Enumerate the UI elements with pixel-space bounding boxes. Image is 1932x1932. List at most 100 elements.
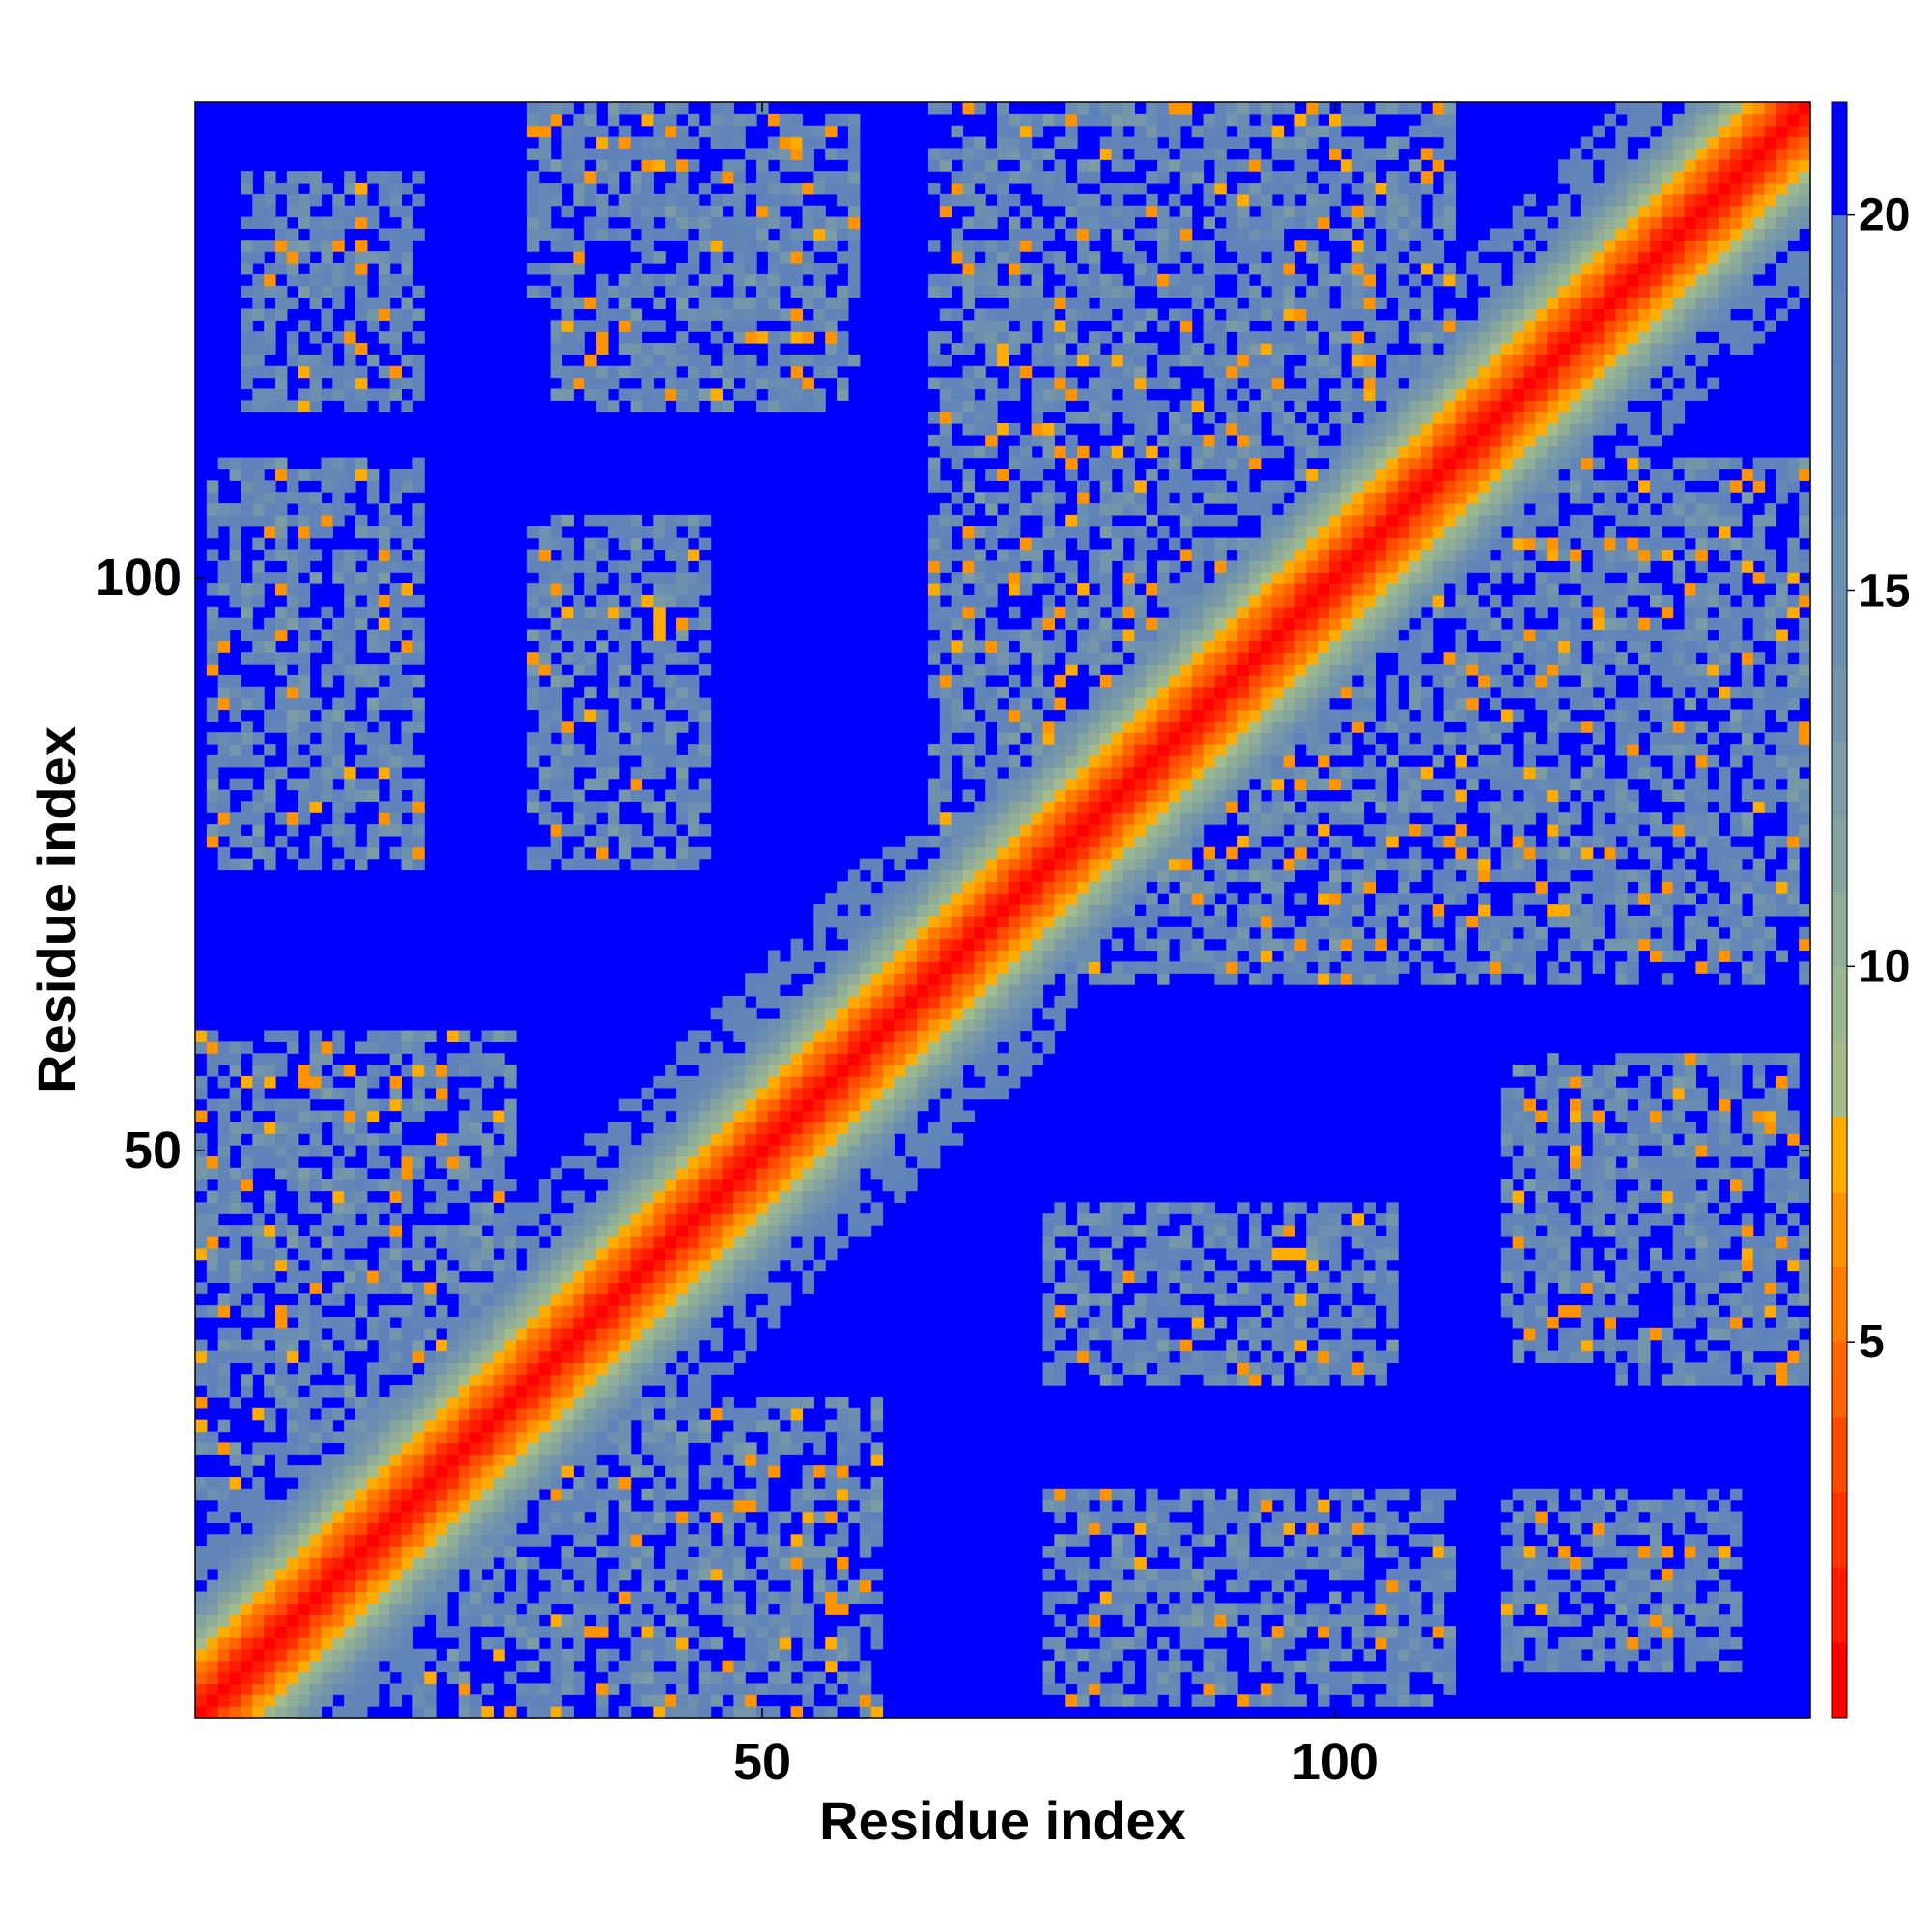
heatmap-cell	[378, 503, 391, 516]
heatmap-cell	[550, 1465, 563, 1478]
heatmap-cell	[229, 697, 242, 711]
heatmap-cell	[951, 858, 964, 871]
heatmap-cell	[561, 1522, 574, 1535]
heatmap-cell	[859, 1671, 872, 1685]
heatmap-cell	[538, 1305, 552, 1318]
heatmap-cell	[412, 1030, 425, 1042]
heatmap-cell	[767, 285, 781, 298]
heatmap-cell	[917, 893, 929, 905]
heatmap-cell	[687, 1041, 700, 1054]
heatmap-cell	[939, 423, 952, 436]
heatmap-cell	[665, 744, 677, 756]
heatmap-cell	[1042, 617, 1055, 631]
heatmap-cell	[458, 1362, 471, 1375]
heatmap-cell	[745, 354, 757, 367]
heatmap-cell	[436, 1556, 448, 1570]
heatmap-cell	[596, 1442, 609, 1455]
heatmap-cell	[847, 869, 861, 882]
heatmap-cell	[573, 1648, 585, 1662]
heatmap-cell	[1031, 926, 1044, 940]
heatmap-cell	[779, 1087, 792, 1100]
heatmap-cell	[550, 1327, 563, 1341]
heatmap-cell	[618, 125, 632, 138]
heatmap-cell	[939, 1075, 952, 1089]
heatmap-cell	[951, 835, 964, 848]
heatmap-cell	[1008, 904, 1021, 917]
heatmap-cell	[561, 1190, 574, 1203]
heatmap-cell	[745, 1225, 757, 1237]
heatmap-cell	[779, 1236, 792, 1249]
heatmap-cell	[607, 560, 620, 573]
heatmap-cell	[927, 457, 941, 470]
heatmap-cell	[252, 1499, 265, 1513]
heatmap-cell	[882, 1167, 895, 1180]
heatmap-cell	[538, 1179, 552, 1192]
heatmap-cell	[584, 1591, 597, 1605]
heatmap-cell	[344, 617, 356, 631]
heatmap-cell	[997, 744, 1009, 756]
heatmap-cell	[275, 492, 288, 504]
heatmap-cell	[962, 537, 975, 551]
heatmap-cell	[344, 721, 356, 733]
heatmap-cell	[653, 1591, 666, 1605]
heatmap-cell	[412, 1327, 425, 1341]
heatmap-cell	[676, 1442, 689, 1455]
heatmap-cell	[698, 1419, 712, 1433]
heatmap-cell	[1019, 744, 1033, 756]
heatmap-cell	[298, 1167, 311, 1180]
heatmap-cell	[607, 377, 620, 390]
heatmap-cell	[927, 858, 941, 871]
heatmap-cell	[927, 148, 941, 160]
heatmap-cell	[997, 1053, 1009, 1065]
heatmap-cell	[676, 1225, 689, 1237]
heatmap-cell	[837, 893, 849, 905]
heatmap-cell	[905, 1145, 918, 1157]
heatmap-cell	[355, 1465, 368, 1478]
heatmap-cell	[1008, 1007, 1021, 1020]
heatmap-cell	[378, 1247, 391, 1261]
heatmap-cell	[229, 1546, 242, 1558]
heatmap-cell	[733, 1568, 746, 1581]
heatmap-cell	[767, 950, 781, 962]
heatmap-cell	[344, 1648, 356, 1662]
heatmap-cell	[252, 1522, 265, 1535]
heatmap-cell	[378, 1488, 391, 1501]
heatmap-cell	[526, 171, 540, 184]
heatmap-cell	[389, 1579, 403, 1593]
heatmap-cell	[241, 1636, 253, 1650]
heatmap-cell	[676, 1362, 689, 1375]
heatmap-cell	[344, 606, 356, 619]
heatmap-cell	[745, 1202, 757, 1214]
heatmap-cell	[561, 388, 574, 401]
heatmap-cell	[927, 343, 941, 355]
heatmap-cell	[561, 1374, 574, 1386]
heatmap-cell	[756, 1213, 769, 1226]
heatmap-cell	[264, 766, 276, 780]
heatmap-cell	[825, 113, 838, 127]
heatmap-cell	[332, 1350, 345, 1363]
heatmap-cell	[252, 308, 265, 321]
heatmap-cell	[825, 1476, 838, 1490]
heatmap-cell	[790, 1202, 804, 1214]
heatmap-cell	[985, 1007, 998, 1020]
heatmap-cell	[997, 320, 1009, 332]
heatmap-cell	[264, 1579, 276, 1593]
heatmap-cell	[550, 594, 563, 608]
heatmap-cell	[389, 1419, 403, 1433]
heatmap-cell	[641, 1568, 654, 1581]
heatmap-cell	[481, 1522, 494, 1535]
heatmap-cell	[779, 1648, 792, 1662]
heatmap-cell	[241, 686, 253, 699]
heatmap-cell	[1008, 492, 1021, 504]
heatmap-cell	[493, 1270, 505, 1283]
heatmap-cell	[859, 1190, 872, 1203]
heatmap-cell	[985, 572, 998, 584]
heatmap-cell	[378, 1579, 391, 1593]
heatmap-cell	[710, 331, 724, 344]
heatmap-cell	[722, 1683, 734, 1695]
heatmap-cell	[939, 308, 952, 321]
heatmap-cell	[561, 320, 574, 332]
heatmap-cell	[344, 331, 356, 344]
heatmap-cell	[596, 331, 609, 344]
heatmap-cell	[286, 1225, 299, 1237]
